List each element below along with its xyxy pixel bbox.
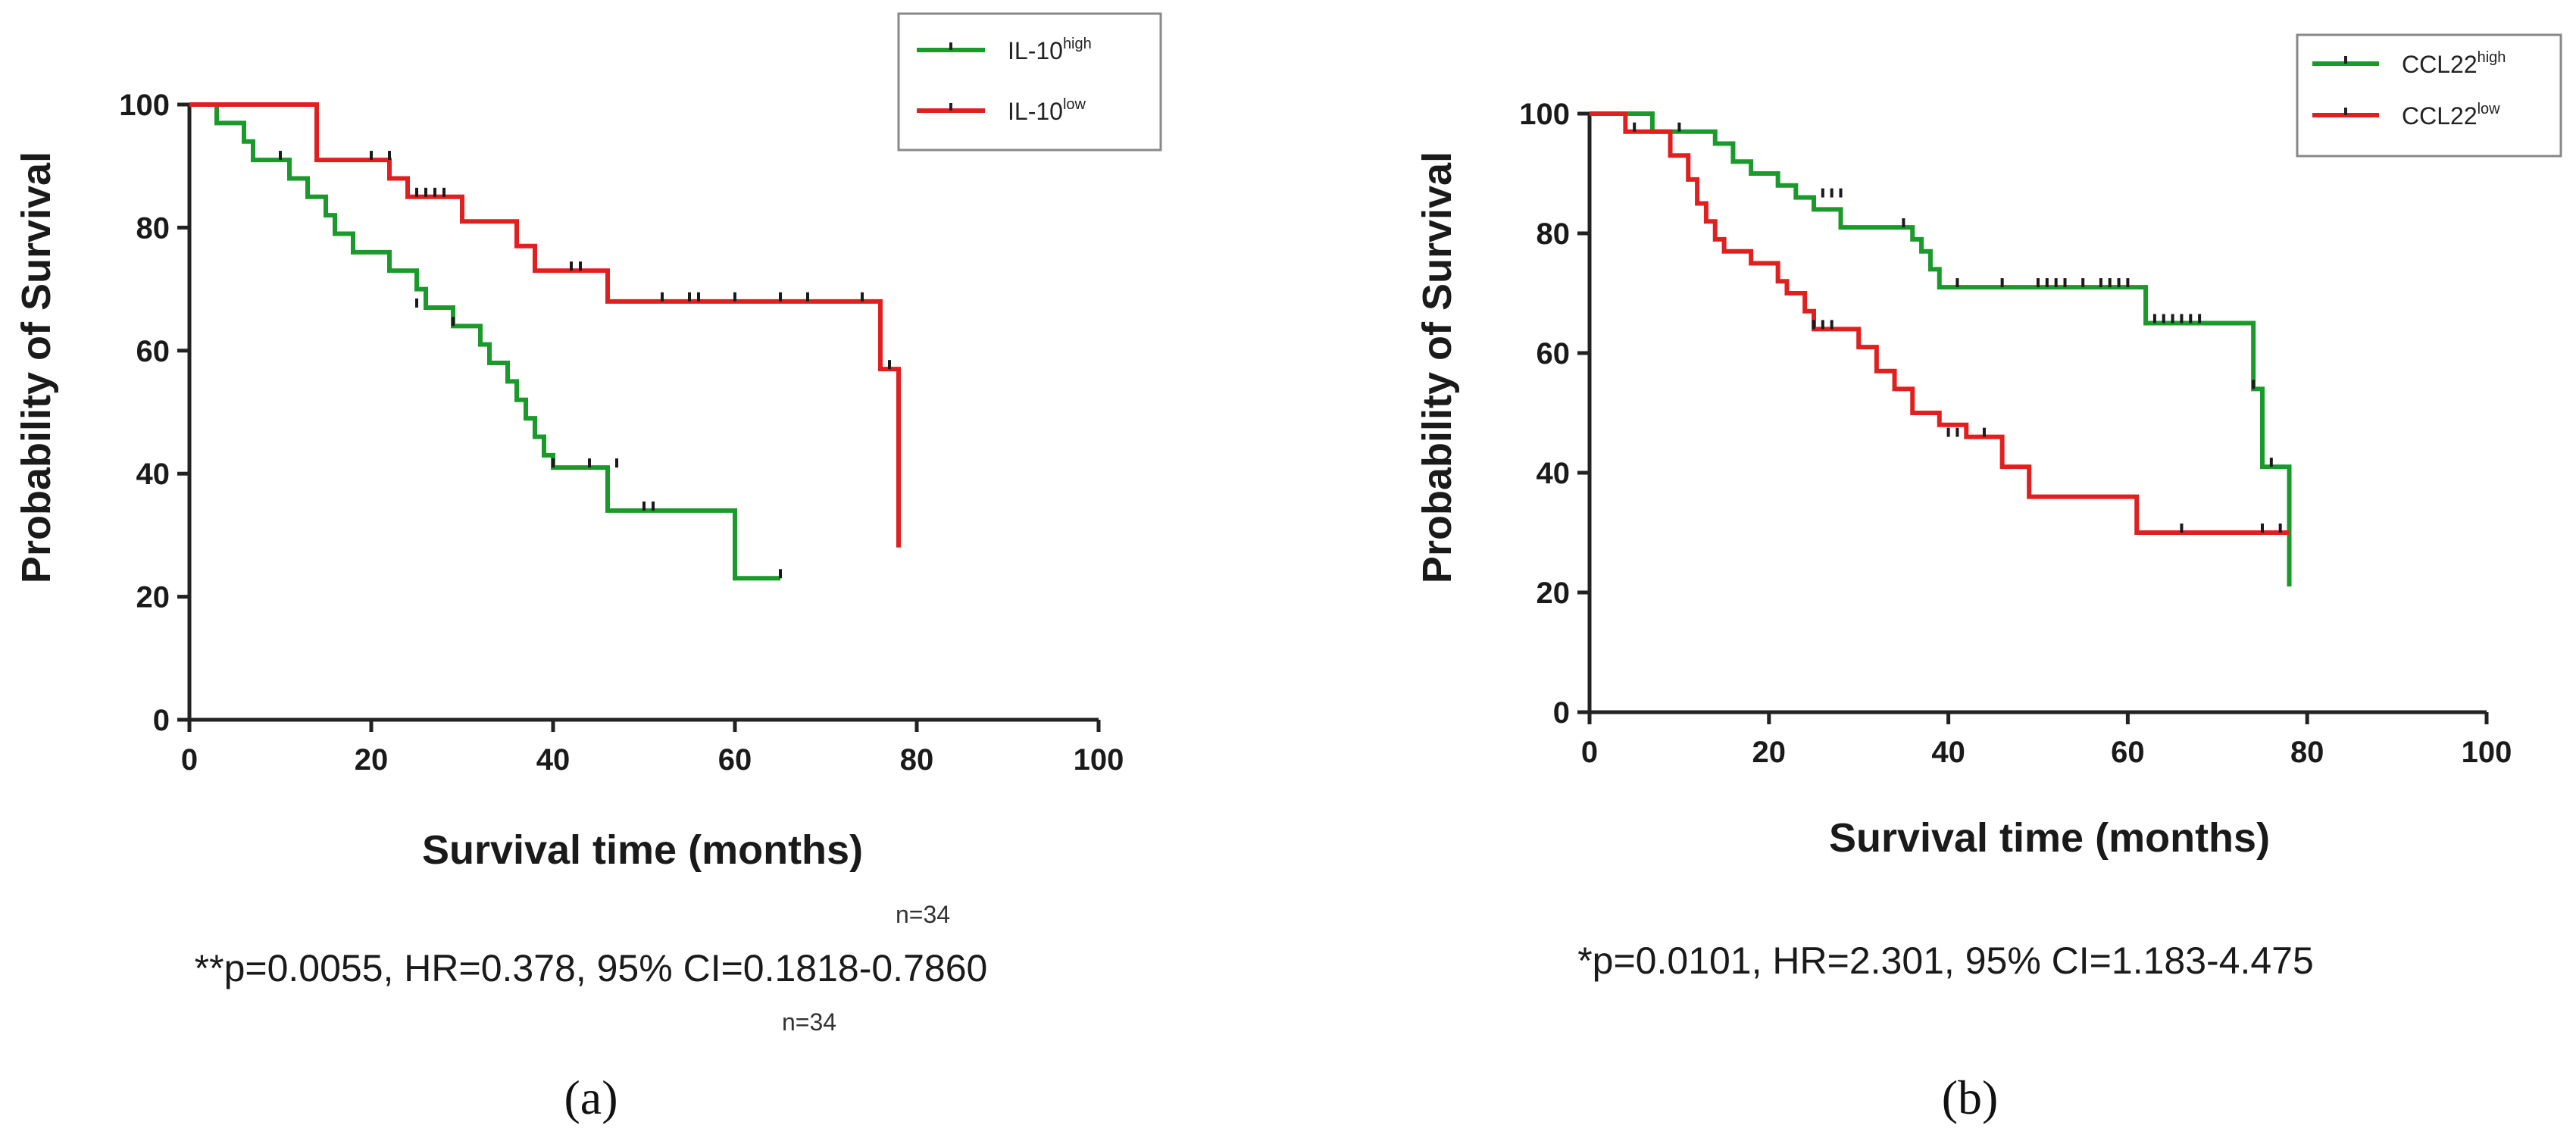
panel-b-stat-summary: *p=0.0101, HR=2.301, 95% CI=1.183-4.475 bbox=[1577, 939, 2314, 982]
panel-a-y-axis-title: Probability of Survival bbox=[14, 152, 59, 583]
panel-b-y-tick-label: 40 bbox=[1537, 457, 1571, 490]
panel-a-x-tick-label: 60 bbox=[718, 743, 752, 777]
panel-a-n-label-high: n=34 bbox=[782, 1008, 836, 1036]
panel-b-x-tick-label: 100 bbox=[2462, 736, 2512, 769]
legend-superscript: low bbox=[1063, 96, 1086, 113]
panel-a-y-tick-label: 0 bbox=[153, 704, 170, 737]
panel-b-survival-curve-high bbox=[1590, 111, 2292, 587]
panel-a-legend-box bbox=[897, 12, 1162, 152]
panel-b-x-axis-title: Survival time (months) bbox=[1829, 815, 2270, 861]
panel-a-chart: Probability of Survival Survival time (m… bbox=[14, 12, 1162, 1124]
panel-a-x-axis-title: Survival time (months) bbox=[422, 827, 863, 873]
panel-a-x-tick-label: 80 bbox=[900, 743, 934, 777]
panel-a-stat-summary: **p=0.0055, HR=0.378, 95% CI=0.1818-0.78… bbox=[195, 947, 988, 989]
panel-b-legend-box bbox=[2296, 33, 2562, 158]
panel-b-curves bbox=[1590, 111, 2292, 587]
panel-a-legend: IL-10high IL-10low bbox=[897, 12, 1162, 152]
panel-a-x-tick-label: 40 bbox=[536, 743, 571, 777]
panel-a-n-label-low: n=34 bbox=[896, 901, 950, 928]
legend-superscript: low bbox=[2478, 101, 2501, 117]
panel-a-survival-curve-high bbox=[189, 102, 780, 581]
panel-b-legend-label-ccl22-high: CCL22high bbox=[2402, 49, 2506, 78]
panel-b-axes: 0 20 40 60 80 100 0 20 40 60 80 100 bbox=[1519, 98, 2512, 769]
legend-name: CCL22 bbox=[2402, 102, 2478, 130]
panel-b-y-tick-label: 80 bbox=[1537, 217, 1571, 251]
panel-b-survival-curve-low bbox=[1590, 111, 2290, 535]
legend-name: CCL22 bbox=[2402, 51, 2478, 78]
panel-a-y-tick-label: 40 bbox=[136, 458, 170, 491]
panel-a-survival-curve-low bbox=[189, 102, 901, 548]
panel-b-y-axis-title: Probability of Survival bbox=[1415, 152, 1460, 583]
panel-b-x-tick-label: 80 bbox=[2290, 736, 2324, 769]
panel-b-y-tick-label: 0 bbox=[1553, 696, 1570, 730]
panel-b-legend-label-ccl22-low: CCL22low bbox=[2402, 101, 2500, 130]
legend-superscript: high bbox=[2478, 49, 2506, 66]
panel-b-y-tick-label: 60 bbox=[1537, 337, 1571, 370]
panel-a-y-tick-label: 60 bbox=[136, 335, 170, 368]
legend-superscript: high bbox=[1063, 36, 1092, 52]
panel-b-x-tick-label: 0 bbox=[1581, 736, 1598, 769]
panel-b-y-tick-label: 20 bbox=[1537, 577, 1571, 610]
panel-b-x-tick-label: 60 bbox=[2111, 736, 2145, 769]
panel-a-legend-label-il10-high: IL-10high bbox=[1008, 36, 1092, 64]
panel-a-x-tick-label: 100 bbox=[1074, 743, 1124, 777]
panel-b-chart: Probability of Survival Survival time (m… bbox=[1415, 33, 2562, 1124]
panel-a-y-tick-label: 20 bbox=[136, 581, 170, 614]
panel-a-label: (a) bbox=[564, 1071, 617, 1124]
panel-b-x-tick-label: 40 bbox=[1931, 736, 1965, 769]
panel-b-y-tick-label: 100 bbox=[1519, 98, 1570, 131]
panel-a-x-tick-label: 20 bbox=[355, 743, 389, 777]
panel-b-legend: CCL22high CCL22low bbox=[2296, 33, 2562, 158]
legend-name: IL-10 bbox=[1008, 37, 1063, 64]
panel-a-x-tick-label: 0 bbox=[181, 743, 198, 777]
panel-a-y-tick-label: 100 bbox=[119, 89, 170, 122]
panel-a-curves bbox=[189, 102, 901, 581]
panel-b-label: (b) bbox=[1942, 1071, 1999, 1124]
panel-a-y-tick-label: 80 bbox=[136, 211, 170, 245]
panel-a-legend-label-il10-low: IL-10low bbox=[1008, 96, 1086, 125]
panel-b-x-tick-label: 20 bbox=[1752, 736, 1787, 769]
panel-a-axes: 0 20 40 60 80 100 0 20 40 60 80 100 bbox=[119, 89, 1124, 777]
legend-name: IL-10 bbox=[1008, 98, 1063, 125]
